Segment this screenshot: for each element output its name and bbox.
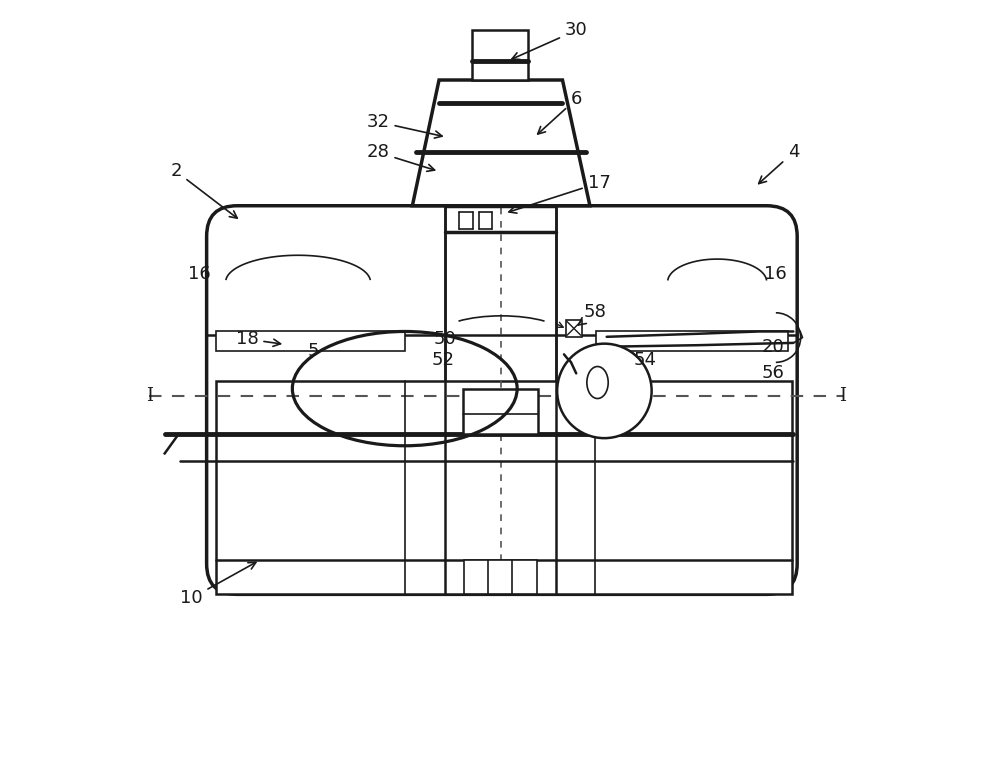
Text: 50: 50 bbox=[434, 330, 457, 348]
Text: 30: 30 bbox=[512, 21, 588, 59]
Text: 56: 56 bbox=[761, 364, 784, 383]
Bar bbox=[566, 320, 582, 337]
Text: 5: 5 bbox=[308, 341, 319, 360]
Text: 17: 17 bbox=[509, 174, 610, 213]
Bar bbox=[216, 331, 405, 351]
FancyBboxPatch shape bbox=[207, 206, 797, 594]
Text: I: I bbox=[839, 387, 846, 405]
Text: I: I bbox=[146, 387, 153, 405]
Text: 32: 32 bbox=[367, 113, 442, 138]
Bar bbox=[464, 560, 537, 594]
Polygon shape bbox=[412, 80, 590, 206]
Bar bbox=[445, 206, 556, 594]
Text: 2: 2 bbox=[170, 162, 237, 218]
Text: 28: 28 bbox=[367, 143, 435, 171]
Text: 10: 10 bbox=[180, 562, 256, 607]
Ellipse shape bbox=[587, 367, 608, 399]
Text: 20: 20 bbox=[761, 338, 784, 356]
Text: 18: 18 bbox=[236, 330, 281, 348]
Bar bbox=[216, 381, 792, 594]
Text: 16: 16 bbox=[188, 265, 210, 283]
Bar bbox=[596, 331, 788, 351]
Bar bbox=[463, 389, 538, 434]
Text: 58: 58 bbox=[578, 303, 607, 325]
Bar bbox=[472, 30, 528, 80]
Text: 6: 6 bbox=[538, 90, 582, 134]
Text: 4: 4 bbox=[759, 143, 799, 184]
Text: 54: 54 bbox=[633, 351, 656, 370]
Text: 52: 52 bbox=[431, 351, 454, 370]
Text: 16: 16 bbox=[764, 265, 787, 283]
Circle shape bbox=[557, 344, 652, 438]
